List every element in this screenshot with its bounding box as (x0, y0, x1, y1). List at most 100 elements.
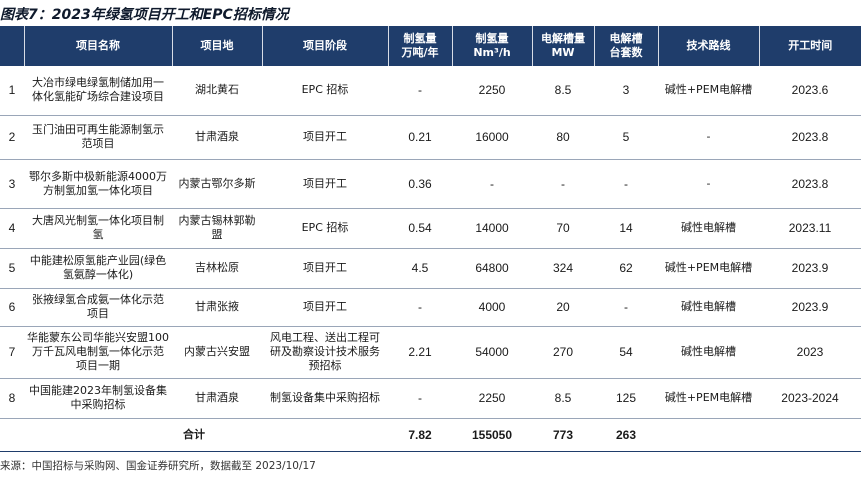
row-index: 2 (0, 115, 24, 160)
stage-cell: 项目开工 (262, 159, 388, 209)
tech-route-cell: - (658, 115, 759, 160)
row-index: 4 (0, 208, 24, 249)
power-cell: 20 (532, 288, 594, 327)
projects-table-container: 项目名称 项目地 项目阶段 制氢量 万吨/年 制氢量 Nm³/h 电解槽量 MW… (0, 26, 861, 452)
location-cell: 甘肃酒泉 (172, 115, 262, 160)
header-capacity-line1: 制氢量 (403, 32, 437, 45)
header-flow: 制氢量 Nm³/h (451, 26, 532, 66)
header-power-line1: 电解槽量 (541, 32, 585, 45)
units-cell: 62 (594, 248, 658, 289)
header-start-time: 开工时间 (758, 26, 861, 66)
project-name-cell: 鄂尔多斯中极新能源4000万方制氢加氢一体化项目 (24, 159, 172, 209)
units-cell: - (594, 288, 658, 327)
header-units: 电解槽 台套数 (593, 26, 658, 66)
location-cell: 甘肃张掖 (172, 288, 262, 327)
total-empty-start (759, 418, 861, 452)
start-time-cell: 2023.9 (759, 288, 861, 327)
flow-cell: - (452, 159, 532, 209)
table-row: 7 华能蒙东公司华能兴安盟100万千瓦风电制氢一体化示范项目一期 内蒙古兴安盟 … (0, 326, 861, 379)
row-index: 7 (0, 326, 24, 379)
flow-cell: 14000 (452, 208, 532, 249)
start-time-cell: 2023 (759, 326, 861, 379)
projects-table: 项目名称 项目地 项目阶段 制氢量 万吨/年 制氢量 Nm³/h 电解槽量 MW… (0, 26, 861, 452)
flow-cell: 54000 (452, 326, 532, 379)
units-cell: 5 (594, 115, 658, 160)
power-cell: 8.5 (532, 378, 594, 419)
power-cell: 270 (532, 326, 594, 379)
header-capacity: 制氢量 万吨/年 (387, 26, 452, 66)
tech-route-cell: - (658, 159, 759, 209)
stage-cell: EPC 招标 (262, 208, 388, 249)
stage-cell: 项目开工 (262, 288, 388, 327)
header-flow-line1: 制氢量 (475, 32, 509, 45)
start-time-cell: 2023.9 (759, 248, 861, 289)
project-name-cell: 玉门油田可再生能源制氢示范项目 (24, 115, 172, 160)
header-index (0, 26, 24, 66)
units-cell: 54 (594, 326, 658, 379)
start-time-cell: 2023.11 (759, 208, 861, 249)
stage-cell: 制氢设备集中采购招标 (262, 378, 388, 419)
project-name-cell: 中国能建2023年制氢设备集中采购招标 (24, 378, 172, 419)
total-capacity: 7.82 (388, 418, 452, 452)
table-row: 4 大唐风光制氢一体化项目制氢 内蒙古锡林郭勒盟 EPC 招标 0.54 140… (0, 208, 861, 249)
location-cell: 内蒙古锡林郭勒盟 (172, 208, 262, 249)
header-flow-line2: Nm³/h (473, 46, 511, 59)
capacity-cell: 0.36 (388, 159, 452, 209)
total-power: 773 (532, 418, 594, 452)
table-row: 3 鄂尔多斯中极新能源4000万方制氢加氢一体化项目 内蒙古鄂尔多斯 项目开工 … (0, 159, 861, 209)
power-cell: 8.5 (532, 66, 594, 116)
header-tech-route: 技术路线 (657, 26, 759, 66)
row-index: 8 (0, 378, 24, 419)
total-empty-tech (658, 418, 759, 452)
source-note: 来源：中国招标与采购网、国金证券研究所，数据截至 2023/10/17 (0, 460, 316, 472)
units-cell: 125 (594, 378, 658, 419)
project-name-cell: 大冶市绿电绿氢制储加用一体化氢能矿场综合建设项目 (24, 66, 172, 116)
header-units-line2: 台套数 (609, 46, 643, 59)
tech-route-cell: 碱性电解槽 (658, 208, 759, 249)
header-stage: 项目阶段 (261, 26, 388, 66)
flow-cell: 2250 (452, 66, 532, 116)
tech-route-cell: 碱性+PEM电解槽 (658, 248, 759, 289)
power-cell: 80 (532, 115, 594, 160)
tech-route-cell: 碱性+PEM电解槽 (658, 66, 759, 116)
location-cell: 甘肃酒泉 (172, 378, 262, 419)
location-cell: 吉林松原 (172, 248, 262, 289)
project-name-cell: 张掖绿氢合成氨一体化示范项目 (24, 288, 172, 327)
capacity-cell: 4.5 (388, 248, 452, 289)
stage-cell: 项目开工 (262, 115, 388, 160)
units-cell: 14 (594, 208, 658, 249)
capacity-cell: - (388, 378, 452, 419)
tech-route-cell: 碱性电解槽 (658, 288, 759, 327)
total-units: 263 (594, 418, 658, 452)
total-flow: 155050 (452, 418, 532, 452)
capacity-cell: 0.54 (388, 208, 452, 249)
tech-route-cell: 碱性电解槽 (658, 326, 759, 379)
flow-cell: 16000 (452, 115, 532, 160)
row-index: 5 (0, 248, 24, 289)
stage-cell: 风电工程、送出工程可研及勘察设计技术服务预招标 (262, 326, 388, 379)
power-cell: - (532, 159, 594, 209)
units-cell: 3 (594, 66, 658, 116)
project-name-cell: 大唐风光制氢一体化项目制氢 (24, 208, 172, 249)
start-time-cell: 2023.8 (759, 115, 861, 160)
table-row: 1 大冶市绿电绿氢制储加用一体化氢能矿场综合建设项目 湖北黄石 EPC 招标 -… (0, 66, 861, 116)
stage-cell: 项目开工 (262, 248, 388, 289)
header-project-name: 项目名称 (23, 26, 172, 66)
start-time-cell: 2023.8 (759, 159, 861, 209)
flow-cell: 64800 (452, 248, 532, 289)
table-row: 2 玉门油田可再生能源制氢示范项目 甘肃酒泉 项目开工 0.21 16000 8… (0, 115, 861, 160)
flow-cell: 2250 (452, 378, 532, 419)
project-name-cell: 中能建松原氢能产业园(绿色氢氨醇一体化) (24, 248, 172, 289)
power-cell: 70 (532, 208, 594, 249)
row-index: 1 (0, 66, 24, 116)
capacity-cell: - (388, 288, 452, 327)
table-header-row: 项目名称 项目地 项目阶段 制氢量 万吨/年 制氢量 Nm³/h 电解槽量 MW… (0, 26, 861, 66)
stage-cell: EPC 招标 (262, 66, 388, 116)
header-location: 项目地 (171, 26, 262, 66)
tech-route-cell: 碱性+PEM电解槽 (658, 378, 759, 419)
row-index: 3 (0, 159, 24, 209)
location-cell: 湖北黄石 (172, 66, 262, 116)
flow-cell: 4000 (452, 288, 532, 327)
location-cell: 内蒙古鄂尔多斯 (172, 159, 262, 209)
capacity-cell: - (388, 66, 452, 116)
